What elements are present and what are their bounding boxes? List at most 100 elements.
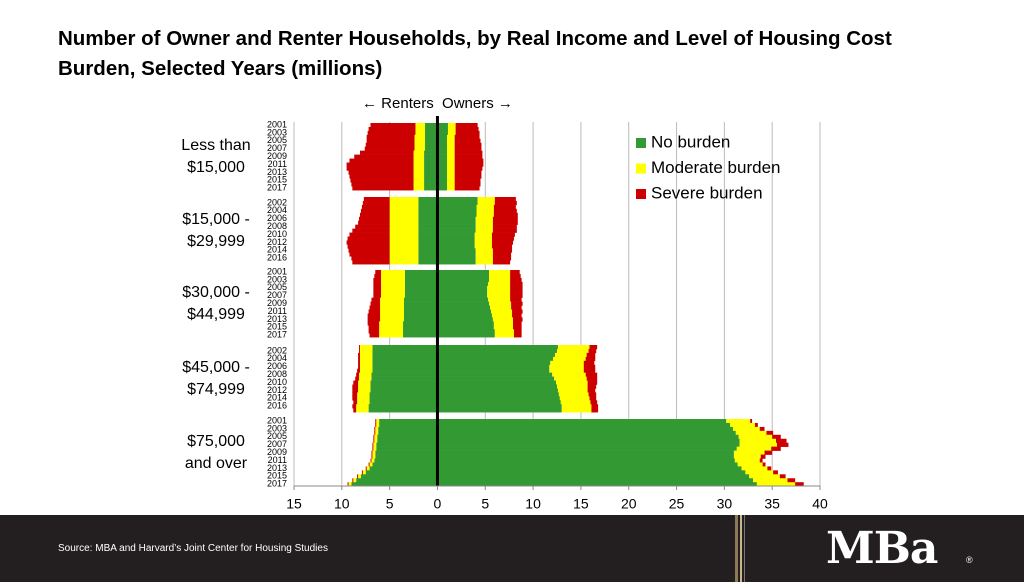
- bar-segment: [447, 182, 455, 187]
- bar-segment: [454, 146, 482, 151]
- bar-segment: [437, 158, 448, 163]
- bar-segment: [512, 313, 522, 318]
- bar-segment: [554, 376, 587, 381]
- bar-segment: [437, 376, 555, 381]
- bar-segment: [437, 256, 476, 261]
- bar-segment: [389, 256, 419, 261]
- bar-segment: [369, 392, 438, 397]
- legend-label: Severe burden: [651, 183, 763, 202]
- bar-segment: [356, 408, 369, 413]
- bar-segment: [749, 474, 780, 479]
- bar-segment: [373, 434, 375, 440]
- bar-segment: [418, 220, 438, 225]
- bar-segment: [424, 150, 438, 155]
- bar-segment: [475, 248, 493, 253]
- bar-segment: [372, 352, 438, 358]
- bar-segment: [368, 325, 380, 330]
- bar-segment: [762, 462, 766, 467]
- bar-segment: [766, 430, 774, 436]
- bar-segment: [413, 154, 425, 159]
- bar-segment: [437, 281, 489, 287]
- bar-segment: [369, 333, 380, 338]
- bar-segment: [454, 174, 482, 179]
- bar-segment: [381, 285, 405, 291]
- year-label: 2017: [267, 183, 287, 193]
- bar-segment: [510, 270, 520, 275]
- bar-segment: [352, 384, 359, 389]
- bar-segment: [362, 470, 366, 475]
- bar-segment: [381, 281, 405, 287]
- bar-segment: [424, 186, 438, 191]
- bar-segment: [418, 204, 438, 210]
- bar-segment: [513, 325, 522, 330]
- bar-segment: [475, 216, 493, 221]
- bar-segment: [447, 142, 455, 147]
- bar-segment: [493, 208, 517, 214]
- bar-segment: [350, 178, 414, 183]
- source: Source: MBA and Harvard’s Joint Center f…: [58, 543, 328, 554]
- bar-segment: [375, 426, 379, 432]
- bar-segment: [413, 150, 425, 155]
- bar-segment: [492, 260, 511, 265]
- bar-segment: [374, 273, 382, 279]
- bar-segment: [437, 380, 557, 385]
- x-tick-label: 5: [481, 496, 489, 512]
- bar-segment: [583, 368, 596, 373]
- bar-segment: [437, 419, 727, 424]
- bar-segment: [370, 388, 438, 393]
- bar-segment: [437, 170, 448, 175]
- bar-segment: [454, 170, 482, 175]
- bar-segment: [557, 384, 588, 389]
- bar-segment: [359, 356, 373, 362]
- bar-segment: [389, 260, 419, 265]
- bar-segment: [360, 474, 438, 479]
- year-label: 2011: [268, 455, 287, 465]
- bar-segment: [347, 244, 390, 249]
- bar-segment: [447, 158, 455, 163]
- year-label: 2016: [267, 401, 287, 411]
- bar-segment: [372, 446, 374, 451]
- bar-segment: [734, 458, 760, 463]
- chart: 15 10 5 0 5 10 15 20 25 30 35 402001200320052007200…: [181, 95, 828, 512]
- bar-segment: [404, 270, 438, 275]
- bar-segment: [437, 126, 448, 132]
- bar-segment: [487, 293, 511, 298]
- bar-segment: [764, 450, 773, 455]
- bar-segment: [741, 466, 768, 471]
- bar-segment: [492, 220, 518, 225]
- footer: Source: MBA and Harvard’s Joint Center f…: [0, 515, 1024, 582]
- bar-segment: [368, 408, 438, 413]
- year-label: 2007: [267, 290, 287, 300]
- bar-segment: [476, 204, 494, 210]
- bar-segment: [490, 305, 512, 310]
- bar-segment: [366, 138, 415, 144]
- bar-segment: [369, 396, 438, 401]
- bar-segment: [767, 466, 772, 471]
- bar-segment: [418, 260, 438, 265]
- bar-segment: [437, 182, 448, 187]
- bar-segment: [585, 356, 596, 362]
- bar-segment: [447, 150, 455, 155]
- x-tick-label: 15: [286, 496, 302, 512]
- bar-segment: [437, 260, 476, 265]
- bar-segment: [475, 260, 493, 265]
- bar-segment: [418, 200, 438, 206]
- group-label: $15,000: [187, 159, 245, 176]
- bar-segment: [352, 404, 357, 409]
- bar-segment: [447, 123, 456, 128]
- bar-segment: [437, 130, 448, 136]
- bar-segment: [355, 224, 390, 229]
- bar-segment: [413, 170, 425, 175]
- bar-segment: [369, 466, 438, 471]
- bar-segment: [737, 462, 763, 467]
- year-label: 2013: [267, 314, 287, 324]
- year-label: 2002: [267, 345, 287, 355]
- bar-segment: [374, 430, 376, 436]
- bar-segment: [378, 430, 438, 436]
- year-label: 2007: [267, 143, 287, 153]
- legend-swatch: [636, 138, 646, 148]
- bar-segment: [756, 482, 796, 487]
- bar-segment: [589, 396, 597, 401]
- bar-segment: [348, 170, 414, 175]
